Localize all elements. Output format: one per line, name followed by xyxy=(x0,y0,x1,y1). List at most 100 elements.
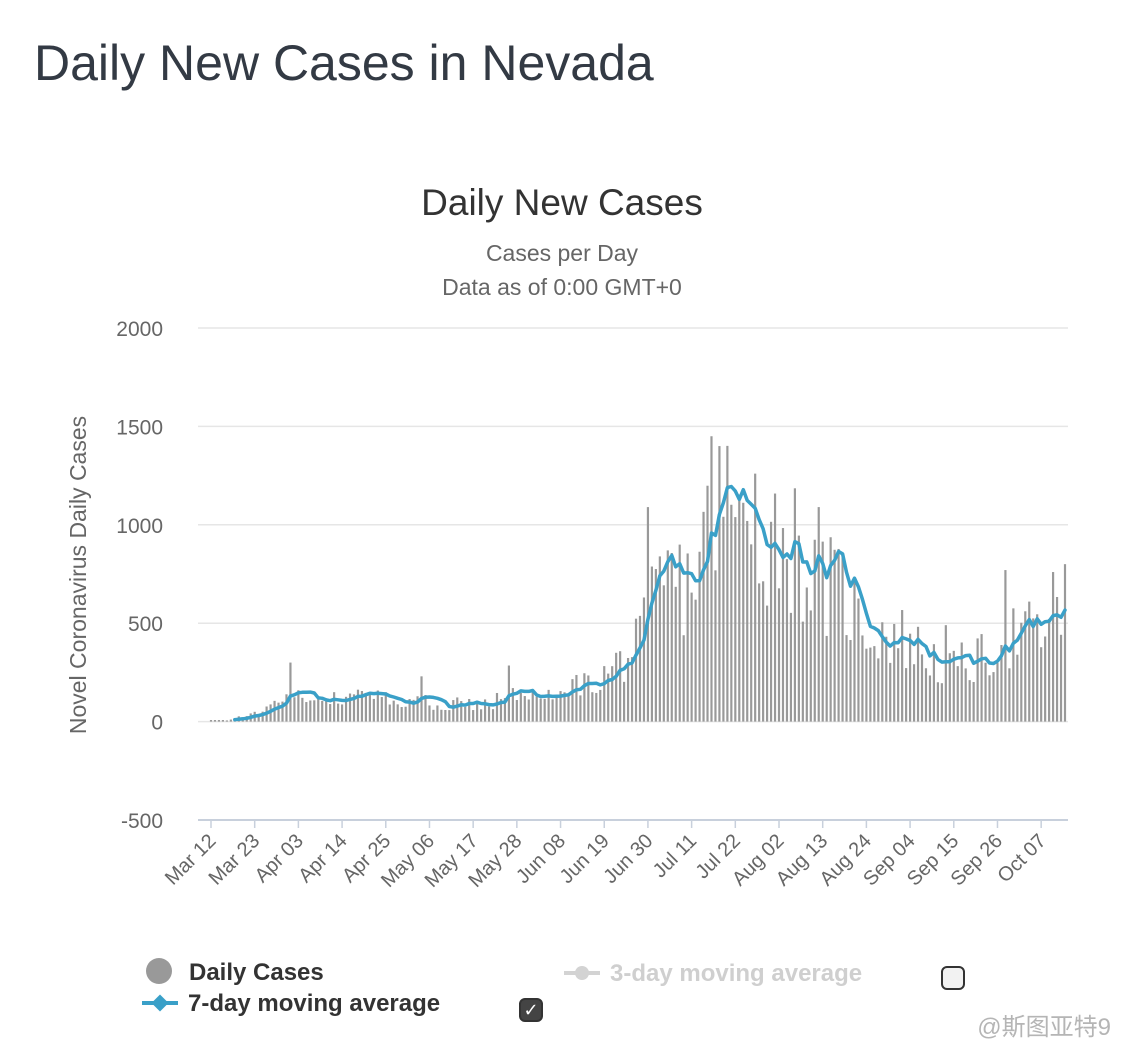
daily-bar xyxy=(781,528,785,722)
daily-bar xyxy=(531,691,534,722)
daily-bar xyxy=(1000,645,1003,722)
daily-bar xyxy=(912,664,916,722)
daily-bar xyxy=(491,709,495,722)
daily-bar xyxy=(591,692,594,722)
daily-bar xyxy=(710,436,713,722)
y-tick-label: 1000 xyxy=(116,515,163,538)
daily-bar xyxy=(575,674,578,722)
daily-bar xyxy=(948,653,951,722)
legend-3-day-average[interactable]: 3-day moving average xyxy=(562,960,862,988)
daily-bar xyxy=(432,709,435,722)
y-tick-label: 0 xyxy=(151,712,163,735)
daily-bar xyxy=(996,663,999,722)
daily-bar xyxy=(297,690,300,722)
daily-bar xyxy=(599,689,602,722)
daily-bar xyxy=(567,693,570,722)
y-tick-label: 1500 xyxy=(116,416,163,439)
daily-bar xyxy=(535,696,538,722)
daily-bar xyxy=(630,657,634,722)
daily-bar xyxy=(837,548,840,722)
daily-bar xyxy=(881,622,884,722)
daily-bar xyxy=(972,681,975,722)
daily-bar xyxy=(499,699,503,722)
daily-bar xyxy=(472,710,475,722)
daily-bar xyxy=(877,658,880,722)
daily-bar xyxy=(928,675,932,722)
legend-daily-cases[interactable]: Daily Cases xyxy=(146,958,324,987)
page-title: Daily New Cases in Nevada xyxy=(34,35,654,91)
daily-bar xyxy=(797,535,800,722)
daily-bar xyxy=(404,706,407,722)
daily-bar xyxy=(412,699,415,722)
daily-bar xyxy=(619,651,622,722)
daily-bar xyxy=(1024,611,1027,722)
daily-bar xyxy=(956,666,959,722)
daily-bar xyxy=(392,700,395,722)
watermark-text: @斯图亚特9 xyxy=(977,1014,1111,1041)
daily-bar xyxy=(885,636,888,722)
daily-bar xyxy=(773,493,777,722)
x-tick-label: Jun 30 xyxy=(599,830,657,888)
daily-bar xyxy=(448,710,451,722)
y-tick-label: 500 xyxy=(128,613,163,636)
daily-bar xyxy=(730,504,733,722)
daily-bar xyxy=(702,511,705,722)
daily-bar xyxy=(1012,608,1015,722)
daily-bar xyxy=(360,691,364,722)
daily-bar xyxy=(523,696,526,722)
daily-bar xyxy=(936,682,939,722)
daily-bar xyxy=(654,569,657,722)
daily-bar xyxy=(901,610,904,722)
daily-bar xyxy=(476,700,479,722)
daily-bar xyxy=(829,537,832,722)
line-series-7-day xyxy=(233,484,1067,722)
daily-bar xyxy=(495,692,499,722)
daily-bar xyxy=(785,559,789,722)
toggle-7-day-checkbox[interactable]: ✓ xyxy=(519,998,543,1022)
daily-bar xyxy=(623,681,626,722)
daily-bar xyxy=(376,690,379,722)
daily-bar xyxy=(920,654,924,722)
x-tick-label: Oct 07 xyxy=(993,830,1050,887)
daily-bar xyxy=(988,675,991,722)
daily-bar xyxy=(801,621,804,722)
daily-bar xyxy=(333,692,336,722)
daily-bar xyxy=(1016,654,1019,722)
daily-bar xyxy=(813,539,816,722)
daily-bar xyxy=(793,488,796,722)
daily-bar xyxy=(356,689,360,722)
legend-daily-cases-dot xyxy=(146,958,172,984)
daily-bar xyxy=(805,587,808,722)
daily-bar xyxy=(865,648,868,722)
daily-bar xyxy=(821,541,824,722)
daily-bar xyxy=(313,700,316,722)
daily-bar xyxy=(464,707,467,722)
daily-bar xyxy=(754,473,757,722)
daily-bar xyxy=(213,720,217,722)
legend-7-day-marker-icon xyxy=(142,994,178,1012)
daily-bar xyxy=(388,704,391,722)
legend-7-day-average[interactable]: 7-day moving average xyxy=(140,990,440,1018)
daily-bar xyxy=(746,520,749,722)
daily-bar xyxy=(305,702,308,722)
daily-bar xyxy=(225,720,228,722)
daily-bar xyxy=(503,698,507,722)
daily-bar xyxy=(337,703,340,722)
daily-bar xyxy=(992,672,995,722)
daily-bar xyxy=(396,704,399,722)
daily-bar xyxy=(686,553,689,722)
daily-bar xyxy=(1044,636,1047,722)
daily-bar xyxy=(940,683,943,722)
daily-bar xyxy=(742,502,745,722)
legend-3-day-label: 3-day moving average xyxy=(610,960,863,987)
daily-bar xyxy=(634,618,638,722)
toggle-3-day-checkbox[interactable] xyxy=(941,966,965,990)
daily-bar xyxy=(229,719,232,722)
daily-bar xyxy=(758,583,761,722)
daily-bar xyxy=(221,720,225,722)
daily-bar xyxy=(889,662,892,722)
daily-bar xyxy=(1051,572,1055,722)
y-tick-label: -500 xyxy=(121,810,163,833)
daily-bar xyxy=(301,697,304,722)
legend-3-day-marker-icon xyxy=(564,966,600,980)
